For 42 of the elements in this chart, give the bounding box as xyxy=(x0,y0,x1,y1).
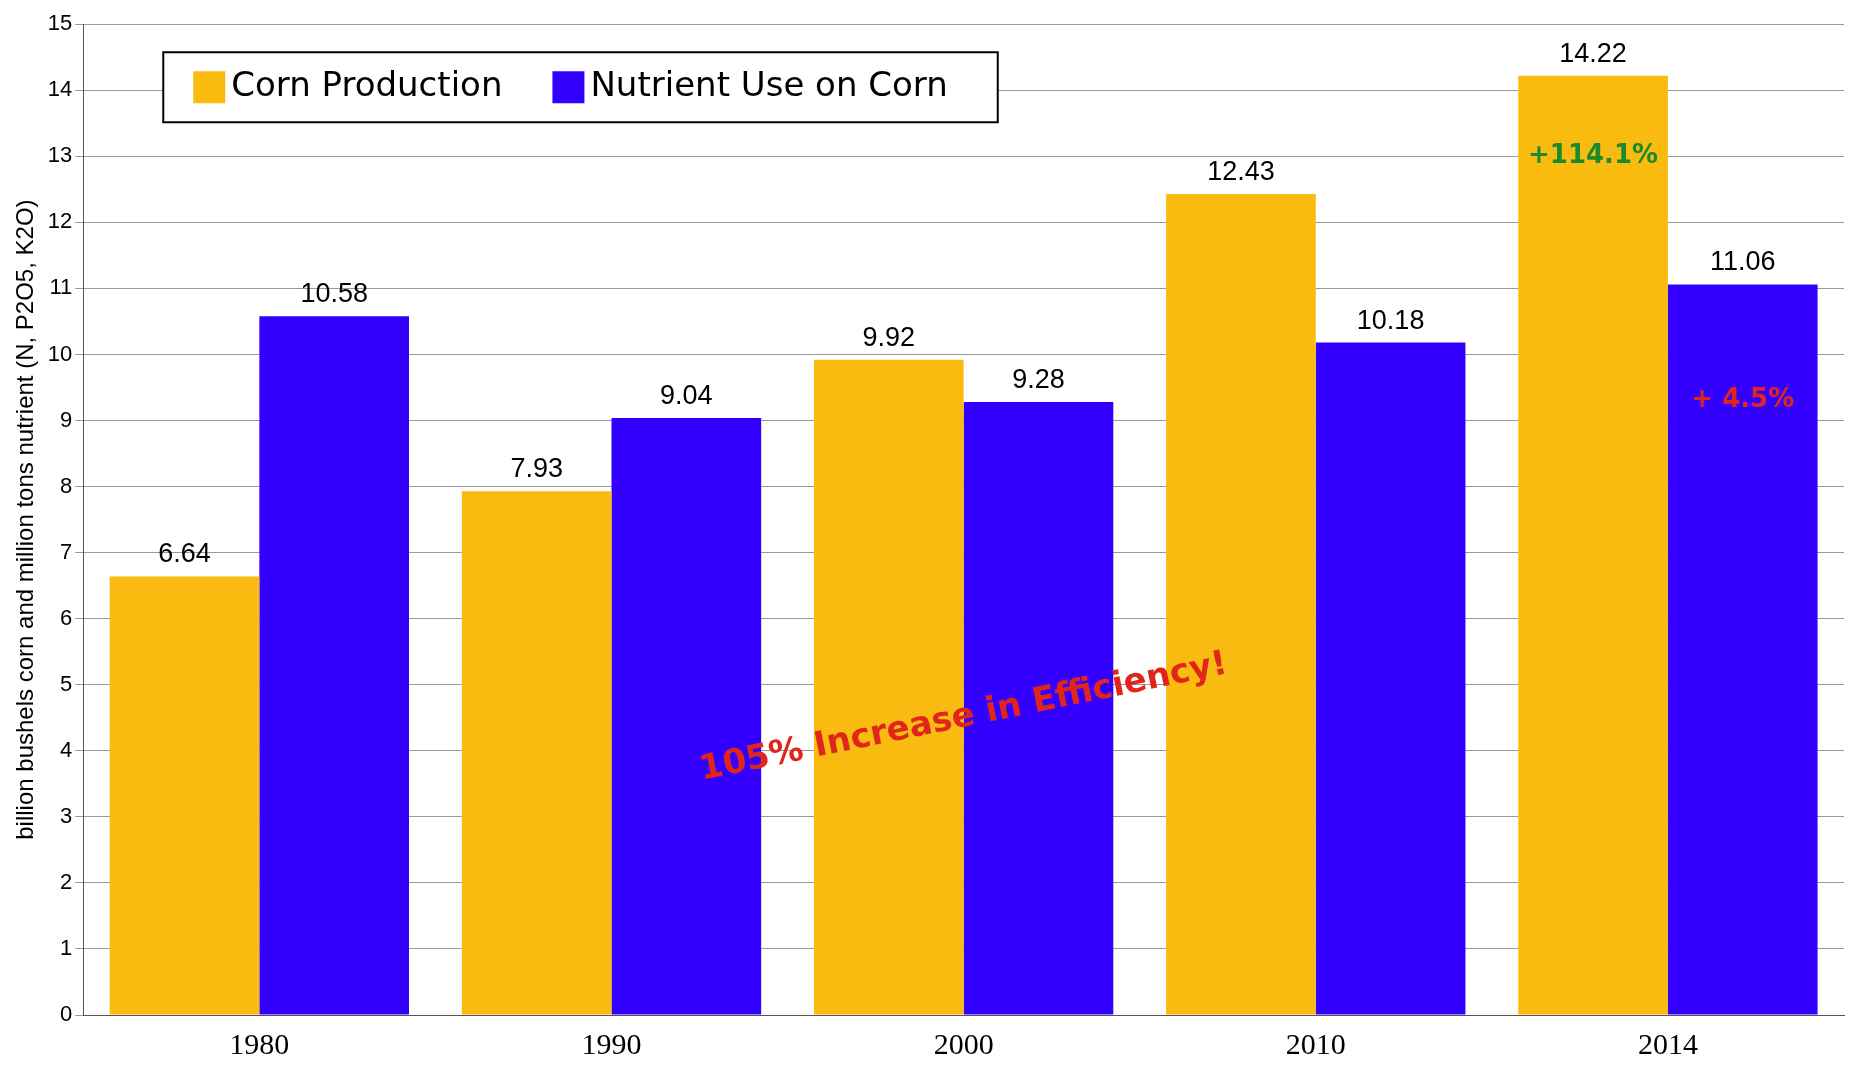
y-tick-label: 10 xyxy=(47,340,73,366)
y-tick-label: 15 xyxy=(47,10,73,36)
y-tick-label: 14 xyxy=(47,76,73,102)
y-tick-label: 5 xyxy=(60,670,73,696)
y-tick-label: 8 xyxy=(60,472,73,498)
data-label: 10.58 xyxy=(300,278,368,309)
y-tick-label: 3 xyxy=(60,802,73,828)
data-label: 11.06 xyxy=(1709,246,1776,277)
x-tick-label: 1990 xyxy=(581,1026,642,1060)
data-label: 12.43 xyxy=(1207,155,1275,186)
legend-label: Nutrient Use on Corn xyxy=(590,64,948,105)
y-tick-label: 0 xyxy=(60,1001,73,1027)
data-label: 6.64 xyxy=(158,538,211,569)
bar xyxy=(461,491,612,1015)
bar xyxy=(1315,342,1466,1015)
bar xyxy=(1667,284,1818,1015)
x-tick-label: 2014 xyxy=(1637,1026,1698,1060)
y-tick-label: 6 xyxy=(60,604,73,630)
legend-label: Corn Production xyxy=(231,64,503,105)
annotation: +114.1% xyxy=(1528,139,1659,170)
x-tick-label: 1980 xyxy=(229,1026,290,1060)
y-axis-title: billion bushels corn and million tons nutrient (N, P2O5, K2O) xyxy=(11,199,39,840)
y-tick-label: 2 xyxy=(60,868,73,894)
data-label: 7.93 xyxy=(510,453,563,484)
y-tick-label: 9 xyxy=(60,406,73,432)
y-tick-label: 7 xyxy=(60,538,73,564)
bar xyxy=(259,316,410,1015)
y-tick-label: 11 xyxy=(49,274,73,300)
y-tick-label: 13 xyxy=(47,142,73,168)
bar xyxy=(109,576,260,1015)
x-tick-label: 2000 xyxy=(933,1026,994,1060)
x-tick-label: 2010 xyxy=(1285,1026,1346,1060)
data-label: 9.28 xyxy=(1012,363,1065,394)
bar xyxy=(1518,75,1668,1015)
data-label: 10.18 xyxy=(1356,304,1425,335)
data-label: 14.22 xyxy=(1559,37,1627,68)
data-label: 9.92 xyxy=(862,321,916,352)
y-tick-label: 4 xyxy=(60,736,73,762)
y-tick-label: 12 xyxy=(47,208,73,234)
data-label: 9.04 xyxy=(660,379,713,410)
annotation: + 4.5% xyxy=(1691,383,1795,414)
y-tick-label: 1 xyxy=(60,935,73,961)
